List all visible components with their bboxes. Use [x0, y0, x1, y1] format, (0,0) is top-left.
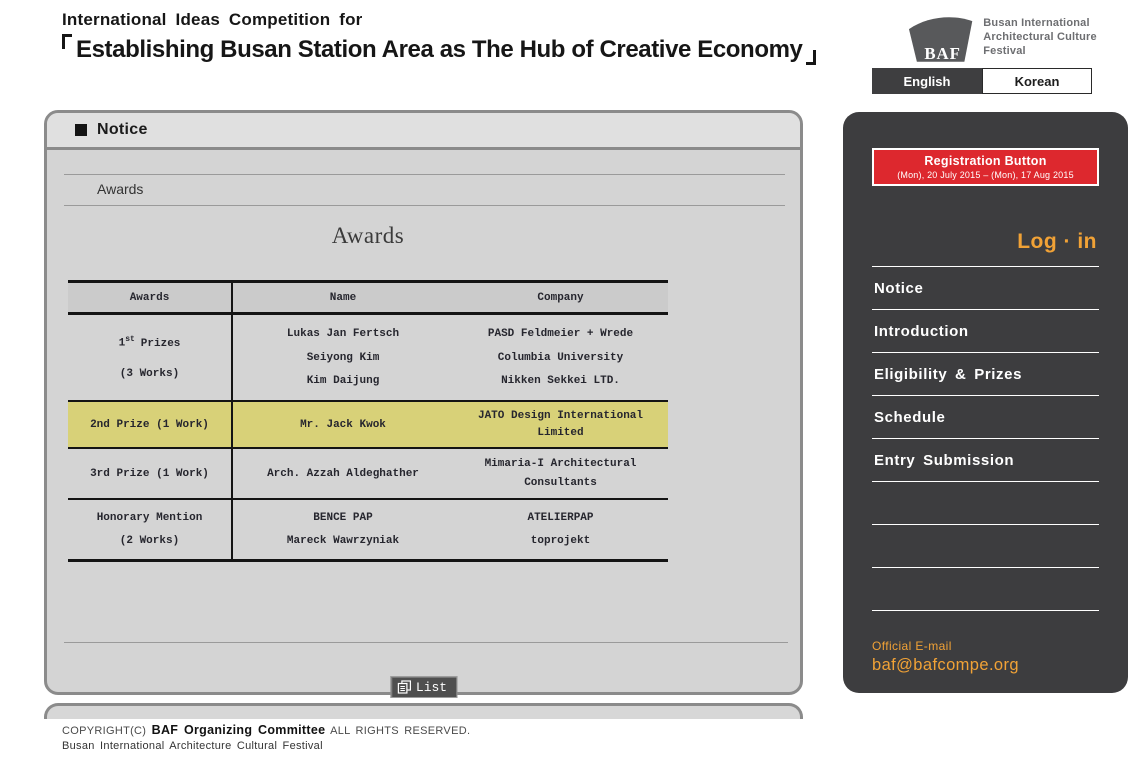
award-cell: 1st Prizes (3 Works) [68, 315, 233, 400]
sidebar-item-notice[interactable]: Notice [872, 267, 1099, 310]
list-button[interactable]: List [389, 676, 458, 698]
sidebar-item-entry-submission[interactable]: Entry Submission [872, 439, 1099, 482]
company-cell: Mimaria-I Architectural Consultants [484, 458, 637, 489]
divider [64, 205, 785, 206]
list-icon [397, 680, 411, 694]
square-bullet-icon [75, 124, 87, 136]
name-cell: Lukas Jan Fertsch Seiyong Kim Kim Daijun… [286, 328, 400, 387]
svg-text:BAF: BAF [924, 44, 961, 62]
sidebar-menu: Notice Introduction Eligibility & Prizes… [872, 266, 1099, 611]
awards-section-title: Awards [331, 223, 405, 248]
company-cell: ATELIERPAP toprojekt [527, 512, 594, 547]
column-header-name: Name [329, 291, 357, 304]
copyright-organization: BAF Organizing Committee [151, 723, 326, 737]
name-cell: Mr. Jack Kwok [300, 418, 386, 431]
corner-bracket-close-icon [806, 50, 817, 65]
sidebar-item-schedule[interactable]: Schedule [872, 396, 1099, 439]
column-header-awards: Awards [68, 283, 233, 312]
awards-table: Awards Name Company 1st Prizes (3 Works) … [68, 280, 668, 562]
sidebar-item-empty [872, 525, 1099, 568]
registration-button-label: Registration Button [924, 154, 1047, 168]
divider [64, 174, 785, 175]
sidebar-item-introduction[interactable]: Introduction [872, 310, 1099, 353]
official-email-address[interactable]: baf@bafcompe.org [872, 656, 1019, 674]
award-cell: Honorary Mention (2 Works) [68, 500, 233, 559]
notice-panel: Notice Awards Awards Awards Name Company… [44, 110, 803, 698]
award-cell: 3rd Prize (1 Work) [68, 449, 233, 498]
tab-korean[interactable]: Korean [982, 68, 1092, 94]
official-email-label: Official E-mail [872, 639, 952, 653]
copyright-line2: Busan International Architecture Cultura… [62, 740, 323, 752]
sidebar-item-eligibility-prizes[interactable]: Eligibility & Prizes [872, 353, 1099, 396]
list-button-label: List [415, 679, 448, 695]
table-row: 3rd Prize (1 Work) Arch. Azzah Aldeghath… [68, 449, 668, 500]
registration-button[interactable]: Registration Button (Mon), 20 July 2015 … [872, 148, 1099, 186]
column-header-company: Company [537, 291, 584, 304]
table-row-highlighted: 2nd Prize (1 Work) Mr. Jack Kwok JATO De… [68, 402, 668, 449]
logo-caption: Busan International Architectural Cultur… [983, 17, 1097, 57]
company-cell: PASD Feldmeier + Wrede Columbia Universi… [487, 328, 634, 387]
baf-logo[interactable]: BAF Busan International Architectural Cu… [906, 12, 1141, 62]
collapsed-panel-stub [44, 703, 803, 719]
copyright-line1: COPYRIGHT(C) BAF Organizing Committee AL… [62, 723, 471, 737]
divider [64, 642, 788, 643]
post-title-awards[interactable]: Awards [97, 181, 144, 197]
sidebar-item-empty [872, 482, 1099, 525]
official-email-block: Official E-mail baf@bafcompe.org [872, 639, 1019, 675]
company-cell: JATO Design International Limited [477, 409, 644, 440]
page-title: International Ideas Competition for Esta… [62, 10, 817, 65]
award-cell: 2nd Prize (1 Work) [68, 402, 233, 447]
name-cell: BENCE PAP Mareck Wawrzyniak [286, 512, 400, 547]
sidebar-item-empty [872, 568, 1099, 611]
notice-panel-title: Notice [97, 121, 148, 138]
sidebar: Registration Button (Mon), 20 July 2015 … [843, 112, 1128, 693]
language-tabs: English Korean [872, 68, 1092, 94]
table-header-row: Awards Name Company [68, 283, 668, 315]
corner-bracket-open-icon [62, 34, 72, 49]
name-cell: Arch. Azzah Aldeghather [267, 467, 419, 480]
copyright: COPYRIGHT(C) BAF Organizing Committee AL… [62, 723, 470, 752]
baf-logo-icon: BAF [908, 17, 973, 62]
table-row: Honorary Mention (2 Works) BENCE PAP Mar… [68, 500, 668, 559]
notice-panel-header: Notice [47, 113, 800, 150]
login-link[interactable]: Log · in [1017, 230, 1097, 253]
registration-dates: (Mon), 20 July 2015 – (Mon), 17 Aug 2015 [897, 170, 1074, 180]
tab-english[interactable]: English [872, 68, 982, 94]
table-row: 1st Prizes (3 Works) Lukas Jan Fertsch Se… [68, 315, 668, 402]
competition-title-line1: International Ideas Competition for [62, 10, 363, 29]
competition-title-line2: Establishing Busan Station Area as The H… [62, 34, 817, 65]
